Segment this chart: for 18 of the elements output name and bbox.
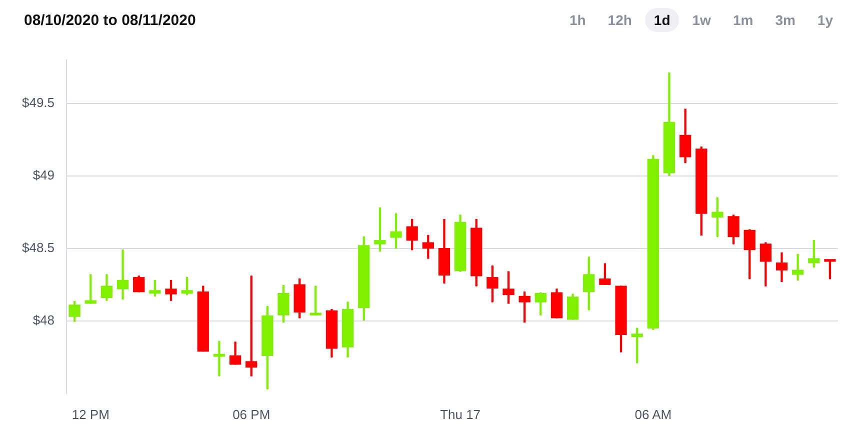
text: 12h — [606, 11, 633, 30]
x-tick-label: 12 PM — [72, 406, 110, 422]
x-tick-label: 06 AM — [634, 406, 672, 422]
chart-title: 08/10/2020 to 08/11/2020 — [24, 12, 196, 28]
y-tick-label: $49 — [32, 167, 55, 182]
text: 1w — [691, 11, 712, 30]
x-tick-label: Thu 17 — [440, 406, 481, 422]
y-tick-label: $48 — [32, 312, 55, 328]
text: 1y — [816, 11, 834, 30]
text: 1d — [644, 8, 680, 32]
x-tick-label: 06 PM — [232, 406, 270, 422]
y-tick-label: $49.5 — [22, 94, 55, 110]
candlestick — [116, 249, 129, 300]
candlestick — [792, 254, 804, 281]
text: 1h — [568, 11, 587, 30]
text: 3m — [774, 11, 796, 30]
y-tick-label: $48.5 — [22, 240, 55, 255]
text: 1m — [732, 11, 754, 30]
